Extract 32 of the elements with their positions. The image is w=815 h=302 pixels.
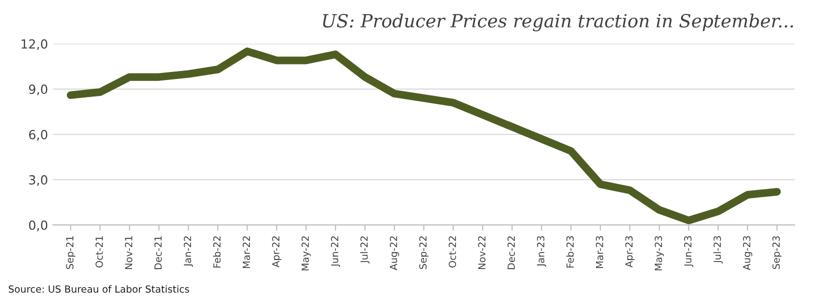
x-tick-label: Dec-21 bbox=[154, 236, 162, 270]
x-tick-label: Jun-23 bbox=[684, 236, 694, 267]
x-tick-label: Jun-22 bbox=[330, 236, 340, 267]
x-tick-label: Jul-23 bbox=[713, 236, 723, 264]
source-note: Source: US Bureau of Labor Statistics bbox=[8, 285, 190, 293]
y-tick-label: 3,0 bbox=[29, 175, 48, 186]
x-tick-label: Nov-21 bbox=[124, 236, 132, 270]
y-tick-label: 9,0 bbox=[29, 84, 48, 96]
x-tick-label: Feb-23 bbox=[566, 236, 574, 268]
y-tick-label: 6,0 bbox=[29, 130, 48, 141]
x-tick-label: Feb-22 bbox=[213, 236, 221, 268]
x-tick-label: Oct-21 bbox=[96, 236, 103, 268]
x-tick-label: Sep-23 bbox=[772, 236, 782, 269]
x-tick-label: Mar-23 bbox=[596, 236, 604, 268]
x-tick-label: Sep-21 bbox=[66, 236, 76, 269]
x-tick-label: Jul-22 bbox=[360, 236, 370, 264]
y-tick-label: 12,0 bbox=[22, 39, 48, 50]
x-tick-label: Nov-22 bbox=[478, 236, 486, 270]
x-tick-label: Oct-22 bbox=[448, 236, 456, 268]
x-tick-label: Apr-23 bbox=[625, 236, 635, 268]
x-tick-label: Aug-23 bbox=[743, 236, 752, 270]
x-tick-label: Apr-22 bbox=[272, 236, 282, 268]
x-tick-label: Mar-22 bbox=[242, 236, 250, 268]
x-tick-label: Jan-23 bbox=[536, 236, 546, 267]
x-tick-label: Dec-22 bbox=[508, 236, 515, 270]
x-tick-label: May-23 bbox=[654, 236, 664, 270]
x-tick-label: May-22 bbox=[302, 236, 311, 270]
x-tick-label: Aug-22 bbox=[390, 236, 400, 270]
x-tick-label: Sep-22 bbox=[419, 236, 429, 269]
x-tick-label: Jan-22 bbox=[184, 236, 193, 267]
chart-title: US: Producer Prices regain traction in September... bbox=[323, 14, 793, 32]
y-tick-label: 0,0 bbox=[29, 220, 48, 232]
